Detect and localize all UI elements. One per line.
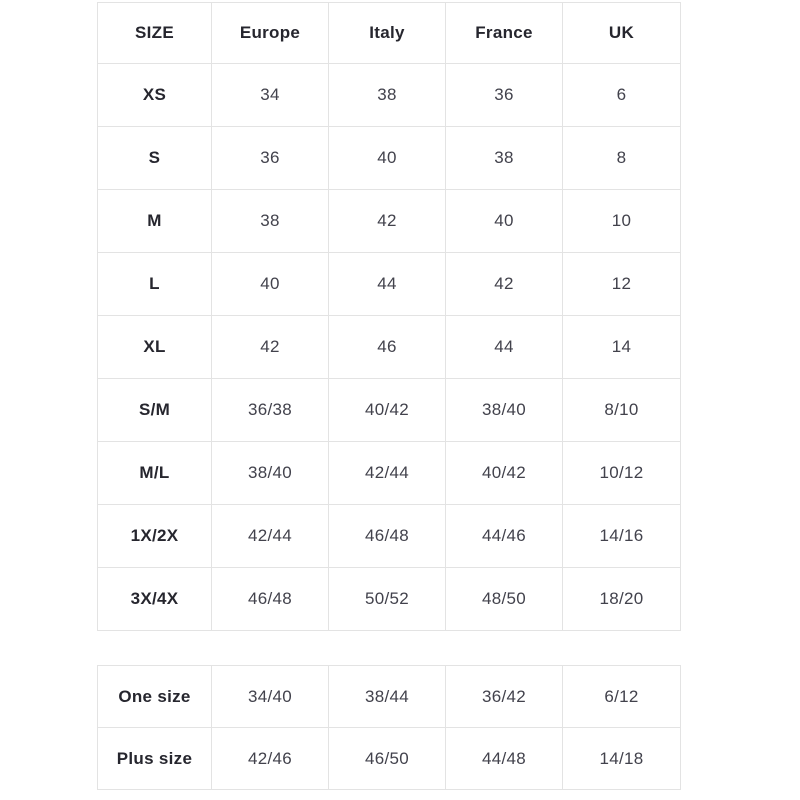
table-cell: 6 <box>562 63 681 127</box>
table-row-l: L 40 44 42 12 <box>97 252 681 316</box>
table-cell: 42 <box>328 189 446 253</box>
table-row-3x4x: 3X/4X 46/48 50/52 48/50 18/20 <box>97 567 681 631</box>
column-header-size: SIZE <box>97 2 212 64</box>
column-header-europe: Europe <box>211 2 329 64</box>
table-cell: 48/50 <box>445 567 563 631</box>
table-cell: 42 <box>445 252 563 316</box>
table-cell: 46/48 <box>328 504 446 568</box>
table-cell: 40/42 <box>328 378 446 442</box>
table-cell: 46/50 <box>328 727 446 790</box>
table-cell: 42/44 <box>211 504 329 568</box>
size-conversion-table: SIZE Europe Italy France UK XS 34 38 36 … <box>97 2 681 631</box>
table-cell: 38 <box>445 126 563 190</box>
table-cell: 44/48 <box>445 727 563 790</box>
table-cell: 34 <box>211 63 329 127</box>
table-cell: 38 <box>328 63 446 127</box>
table-cell: 44 <box>328 252 446 316</box>
row-header: One size <box>97 665 212 728</box>
table-cell: 34/40 <box>211 665 329 728</box>
table-row-sm: S/M 36/38 40/42 38/40 8/10 <box>97 378 681 442</box>
table-row-1x2x: 1X/2X 42/44 46/48 44/46 14/16 <box>97 504 681 568</box>
special-sizes-table: One size 34/40 38/44 36/42 6/12 Plus siz… <box>97 665 681 790</box>
table-row-xl: XL 42 46 44 14 <box>97 315 681 379</box>
row-header: M <box>97 189 212 253</box>
table-cell: 10 <box>562 189 681 253</box>
table-row-one-size: One size 34/40 38/44 36/42 6/12 <box>97 665 681 728</box>
table-cell: 36 <box>445 63 563 127</box>
table-cell: 38/40 <box>445 378 563 442</box>
row-header: M/L <box>97 441 212 505</box>
table-cell: 36/42 <box>445 665 563 728</box>
row-header: XS <box>97 63 212 127</box>
table-cell: 44/46 <box>445 504 563 568</box>
table-cell: 46/48 <box>211 567 329 631</box>
table-cell: 38/40 <box>211 441 329 505</box>
table-cell: 6/12 <box>562 665 681 728</box>
table-row-m: M 38 42 40 10 <box>97 189 681 253</box>
table-cell: 14/18 <box>562 727 681 790</box>
table-cell: 38/44 <box>328 665 446 728</box>
row-header: 3X/4X <box>97 567 212 631</box>
table-cell: 42 <box>211 315 329 379</box>
table-cell: 44 <box>445 315 563 379</box>
table-cell: 18/20 <box>562 567 681 631</box>
header-row: SIZE Europe Italy France UK <box>97 2 681 64</box>
table-cell: 14 <box>562 315 681 379</box>
row-header: 1X/2X <box>97 504 212 568</box>
table-cell: 40/42 <box>445 441 563 505</box>
row-header: XL <box>97 315 212 379</box>
table-row-plus-size: Plus size 42/46 46/50 44/48 14/18 <box>97 727 681 790</box>
table-row-xs: XS 34 38 36 6 <box>97 63 681 127</box>
column-header-france: France <box>445 2 563 64</box>
table-row-s: S 36 40 38 8 <box>97 126 681 190</box>
row-header: L <box>97 252 212 316</box>
table-cell: 42/44 <box>328 441 446 505</box>
column-header-uk: UK <box>562 2 681 64</box>
table-cell: 46 <box>328 315 446 379</box>
row-header: S <box>97 126 212 190</box>
row-header: S/M <box>97 378 212 442</box>
table-row-ml: M/L 38/40 42/44 40/42 10/12 <box>97 441 681 505</box>
table-cell: 8/10 <box>562 378 681 442</box>
table-cell: 42/46 <box>211 727 329 790</box>
table-cell: 36 <box>211 126 329 190</box>
table-cell: 12 <box>562 252 681 316</box>
table-cell: 14/16 <box>562 504 681 568</box>
table-cell: 8 <box>562 126 681 190</box>
table-cell: 40 <box>211 252 329 316</box>
column-header-italy: Italy <box>328 2 446 64</box>
table-cell: 38 <box>211 189 329 253</box>
table-cell: 40 <box>445 189 563 253</box>
table-cell: 40 <box>328 126 446 190</box>
table-cell: 36/38 <box>211 378 329 442</box>
row-header: Plus size <box>97 727 212 790</box>
table-cell: 50/52 <box>328 567 446 631</box>
table-cell: 10/12 <box>562 441 681 505</box>
